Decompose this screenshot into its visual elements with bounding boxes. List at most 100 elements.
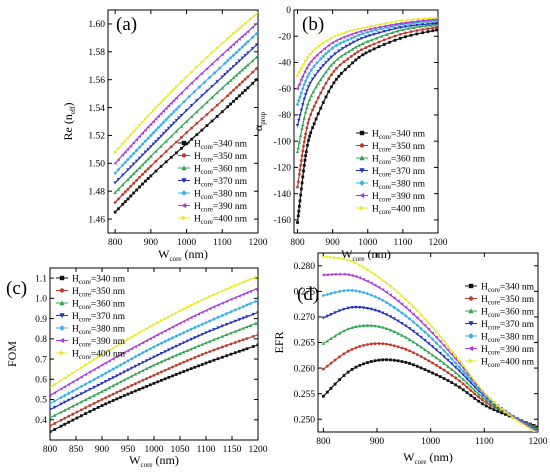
data-point <box>465 368 469 373</box>
data-point <box>310 77 315 81</box>
legend-label: Hcore=400 nm <box>72 349 126 361</box>
data-point <box>384 326 389 330</box>
data-point <box>232 31 236 36</box>
data-point <box>396 299 400 303</box>
data-point <box>392 344 396 348</box>
data-point <box>220 355 224 359</box>
data-point <box>481 402 484 406</box>
data-point <box>333 334 337 338</box>
data-point <box>325 390 329 394</box>
data-point <box>511 415 515 420</box>
data-point <box>143 160 148 164</box>
panel-letter: (b) <box>302 14 324 35</box>
data-point <box>373 342 377 346</box>
data-point <box>337 33 341 37</box>
data-point <box>212 328 216 332</box>
legend-marker <box>59 288 65 293</box>
legend-marker <box>468 296 474 301</box>
data-point <box>415 364 419 368</box>
data-point <box>174 107 179 112</box>
data-point <box>302 169 305 173</box>
data-point <box>157 103 161 107</box>
data-point <box>377 275 381 280</box>
data-point <box>296 98 301 103</box>
data-point <box>182 350 186 354</box>
data-point <box>528 427 533 431</box>
data-point <box>159 164 163 168</box>
data-point <box>366 267 370 272</box>
data-point <box>305 66 309 70</box>
data-point <box>346 370 350 374</box>
x-tick-label: 900 <box>370 437 385 447</box>
data-point <box>362 343 366 347</box>
data-point <box>111 367 115 371</box>
data-point <box>420 19 425 23</box>
data-point <box>178 343 182 347</box>
data-point <box>164 95 168 99</box>
data-point <box>461 373 465 377</box>
data-point <box>431 26 435 30</box>
data-point <box>144 117 148 121</box>
data-point <box>318 57 323 61</box>
data-point <box>141 172 144 176</box>
legend-marker <box>59 275 65 281</box>
data-point <box>130 347 134 351</box>
data-point <box>237 47 242 52</box>
data-point <box>174 373 178 376</box>
data-point <box>88 360 92 365</box>
data-point <box>302 144 305 148</box>
data-point <box>408 349 412 353</box>
data-point <box>446 344 450 348</box>
data-point <box>200 117 204 121</box>
data-point <box>347 49 351 53</box>
data-point <box>212 317 216 321</box>
panel-letter: (c) <box>6 278 27 299</box>
data-point <box>143 150 148 154</box>
data-point <box>154 117 158 121</box>
data-point <box>423 24 428 28</box>
data-point <box>299 91 304 95</box>
data-point <box>149 164 153 168</box>
data-point <box>66 391 71 396</box>
data-point <box>396 359 400 363</box>
data-point <box>121 173 125 177</box>
data-point <box>208 360 212 364</box>
data-point <box>255 67 258 70</box>
data-point <box>174 334 179 338</box>
data-point <box>492 400 496 404</box>
data-point <box>388 303 393 307</box>
data-point <box>256 11 258 15</box>
data-point <box>312 56 316 60</box>
data-point <box>420 23 425 27</box>
data-point <box>409 33 413 37</box>
y-tick-label: 1.1 <box>35 274 47 284</box>
data-point <box>426 30 430 34</box>
data-point <box>251 334 255 338</box>
data-point <box>75 377 79 382</box>
data-point <box>335 57 340 61</box>
data-point <box>205 55 209 60</box>
data-point <box>135 188 139 192</box>
data-point <box>204 331 208 335</box>
data-point <box>141 329 145 333</box>
data-point <box>457 374 462 378</box>
data-point <box>229 91 232 95</box>
data-point <box>100 398 104 401</box>
data-point <box>396 331 400 335</box>
x-tick-label: 950 <box>121 445 136 455</box>
x-tick-label: 1200 <box>529 437 548 447</box>
y-tick-label: 1.46 <box>88 215 105 225</box>
data-point <box>302 62 306 67</box>
data-point <box>427 359 431 363</box>
data-point <box>496 403 500 408</box>
data-point <box>146 167 150 171</box>
data-point <box>357 55 361 59</box>
data-point <box>516 418 520 423</box>
data-point <box>92 393 96 397</box>
data-point <box>418 17 422 21</box>
data-point <box>237 349 241 353</box>
x-tick-label: 1200 <box>249 445 268 455</box>
data-point <box>126 385 130 389</box>
data-point <box>311 90 316 94</box>
data-point <box>366 25 370 29</box>
